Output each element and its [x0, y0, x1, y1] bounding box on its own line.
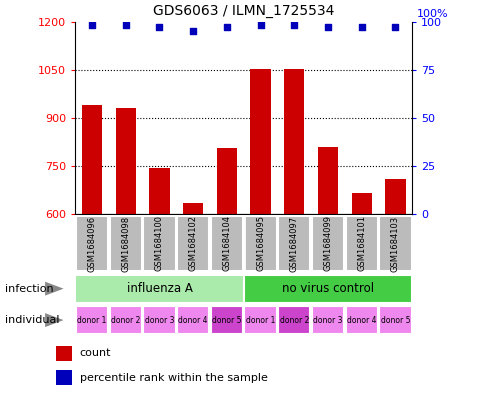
Bar — [82, 105, 102, 214]
Title: GDS6063 / ILMN_1725534: GDS6063 / ILMN_1725534 — [153, 4, 333, 18]
Bar — [149, 168, 169, 214]
Bar — [244, 215, 276, 272]
Text: GSM1684098: GSM1684098 — [121, 215, 130, 272]
Bar — [384, 179, 405, 214]
Bar — [317, 147, 337, 214]
Point — [88, 22, 96, 29]
Bar — [250, 69, 270, 214]
Bar — [76, 306, 108, 334]
Bar — [311, 215, 344, 272]
Text: GSM1684099: GSM1684099 — [323, 215, 332, 272]
Text: no virus control: no virus control — [281, 282, 373, 295]
Text: GSM1684103: GSM1684103 — [390, 215, 399, 272]
Text: influenza A: influenza A — [126, 282, 192, 295]
Text: 100%: 100% — [416, 9, 447, 19]
Point — [256, 22, 264, 29]
Text: donor 1: donor 1 — [77, 316, 106, 325]
Point — [391, 24, 398, 31]
Bar — [56, 346, 72, 361]
Bar — [143, 215, 175, 272]
Text: GSM1684102: GSM1684102 — [188, 215, 197, 272]
Bar — [277, 215, 310, 272]
Text: GSM1684100: GSM1684100 — [154, 215, 164, 272]
Bar — [210, 306, 242, 334]
Text: donor 3: donor 3 — [144, 316, 174, 325]
Bar — [216, 149, 237, 214]
Text: GSM1684096: GSM1684096 — [87, 215, 96, 272]
Bar — [109, 306, 142, 334]
Bar — [109, 215, 142, 272]
Polygon shape — [45, 313, 63, 327]
Text: donor 4: donor 4 — [346, 316, 376, 325]
Point — [290, 22, 298, 29]
Bar — [177, 306, 209, 334]
Text: donor 2: donor 2 — [111, 316, 140, 325]
Polygon shape — [45, 282, 63, 296]
Bar — [75, 274, 243, 303]
Bar — [378, 215, 411, 272]
Text: GSM1684101: GSM1684101 — [356, 215, 365, 272]
Point — [121, 22, 129, 29]
Text: count: count — [79, 348, 111, 358]
Bar — [277, 306, 310, 334]
Bar — [243, 274, 411, 303]
Text: individual: individual — [5, 315, 59, 325]
Bar — [143, 306, 175, 334]
Text: donor 2: donor 2 — [279, 316, 308, 325]
Bar — [378, 306, 411, 334]
Text: GSM1684104: GSM1684104 — [222, 215, 231, 272]
Text: percentile rank within the sample: percentile rank within the sample — [79, 373, 267, 383]
Text: donor 3: donor 3 — [313, 316, 342, 325]
Bar — [182, 203, 203, 214]
Text: donor 1: donor 1 — [245, 316, 275, 325]
Bar — [345, 215, 377, 272]
Text: donor 5: donor 5 — [212, 316, 241, 325]
Text: GSM1684097: GSM1684097 — [289, 215, 298, 272]
Bar — [311, 306, 344, 334]
Point — [357, 24, 365, 31]
Point — [223, 24, 230, 31]
Bar — [351, 193, 371, 214]
Bar — [177, 215, 209, 272]
Point — [155, 24, 163, 31]
Bar — [56, 370, 72, 385]
Bar — [210, 215, 242, 272]
Bar — [76, 215, 108, 272]
Text: donor 4: donor 4 — [178, 316, 208, 325]
Text: GSM1684095: GSM1684095 — [256, 215, 265, 272]
Text: infection: infection — [5, 284, 53, 294]
Bar — [115, 108, 136, 214]
Point — [189, 28, 197, 34]
Bar — [284, 69, 304, 214]
Bar — [244, 306, 276, 334]
Point — [323, 24, 331, 31]
Bar — [345, 306, 377, 334]
Text: donor 5: donor 5 — [380, 316, 409, 325]
